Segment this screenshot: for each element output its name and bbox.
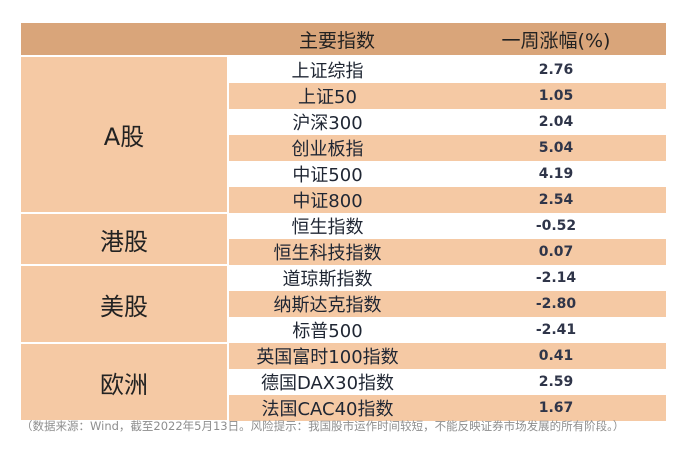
table-row: 创业板指 5.04 xyxy=(21,135,666,161)
table-row: 中证800 2.54 xyxy=(21,187,666,213)
index-name: 恒生科技指数 xyxy=(228,239,446,265)
table-row: 美股 道琼斯指数 -2.14 xyxy=(21,265,666,344)
table-row: 港股 恒生指数 -0.52 xyxy=(21,213,666,266)
table-header-row: 主要指数 一周涨幅(%) xyxy=(21,23,666,57)
region-a-shares: A股 xyxy=(21,56,229,214)
index-name: 创业板指 xyxy=(228,135,446,161)
index-name: 上证50 xyxy=(228,83,446,109)
table-row: 欧洲 英国富时100指数 0.41 xyxy=(21,343,666,422)
index-change: 5.04 xyxy=(446,135,666,161)
index-table-wrapper: 主要指数 一周涨幅(%) A股 上证综指 2.76 上证50 1.05 沪深30… xyxy=(21,23,666,422)
index-change: 0.41 xyxy=(446,343,666,369)
index-name: 中证500 xyxy=(228,161,446,187)
index-change: 1.05 xyxy=(446,83,666,109)
weekly-index-table: 主要指数 一周涨幅(%) A股 上证综指 2.76 上证50 1.05 沪深30… xyxy=(21,23,666,422)
index-change: -2.14 xyxy=(446,265,666,291)
index-change: 2.76 xyxy=(446,56,666,83)
index-name: 道琼斯指数 xyxy=(228,265,446,291)
index-change: -2.41 xyxy=(446,317,666,343)
table-row: 上证50 1.05 xyxy=(21,83,666,109)
index-name: 恒生指数 xyxy=(228,213,446,239)
table-row: 中证500 4.19 xyxy=(21,161,666,187)
index-change: 4.19 xyxy=(446,161,666,187)
index-change: 2.59 xyxy=(446,369,666,395)
index-name: 中证800 xyxy=(228,187,446,213)
index-change: 2.04 xyxy=(446,109,666,135)
table-row: 标普500 -2.41 xyxy=(21,317,666,343)
index-change: 0.07 xyxy=(446,239,666,265)
index-name: 德国DAX30指数 xyxy=(228,369,446,395)
index-change: 2.54 xyxy=(446,187,666,213)
index-name: 上证综指 xyxy=(228,56,446,83)
region-hk-shares: 港股 xyxy=(21,213,229,266)
table-row: 德国DAX30指数 2.59 xyxy=(21,369,666,395)
region-europe: 欧洲 xyxy=(21,343,229,422)
header-market xyxy=(21,23,228,57)
index-name: 法国CAC40指数 xyxy=(228,395,446,421)
index-name: 纳斯达克指数 xyxy=(228,291,446,317)
table-row: 沪深300 2.04 xyxy=(21,109,666,135)
index-name: 沪深300 xyxy=(228,109,446,135)
region-us-shares: 美股 xyxy=(21,265,229,344)
header-weekly-change: 一周涨幅(%) xyxy=(446,23,666,57)
index-change: 1.67 xyxy=(446,395,666,421)
index-change: -0.52 xyxy=(446,213,666,239)
data-source-footnote: （数据来源：Wind，截至2022年5月13日。风险提示：我国股市运作时间较短，… xyxy=(21,419,625,433)
table-row: 法国CAC40指数 1.67 xyxy=(21,395,666,421)
table-row: 纳斯达克指数 -2.80 xyxy=(21,291,666,317)
index-name: 标普500 xyxy=(228,317,446,343)
header-index: 主要指数 xyxy=(228,23,446,57)
index-change: -2.80 xyxy=(446,291,666,317)
table-row: 恒生科技指数 0.07 xyxy=(21,239,666,265)
table-row: A股 上证综指 2.76 xyxy=(21,56,666,214)
index-name: 英国富时100指数 xyxy=(228,343,446,369)
